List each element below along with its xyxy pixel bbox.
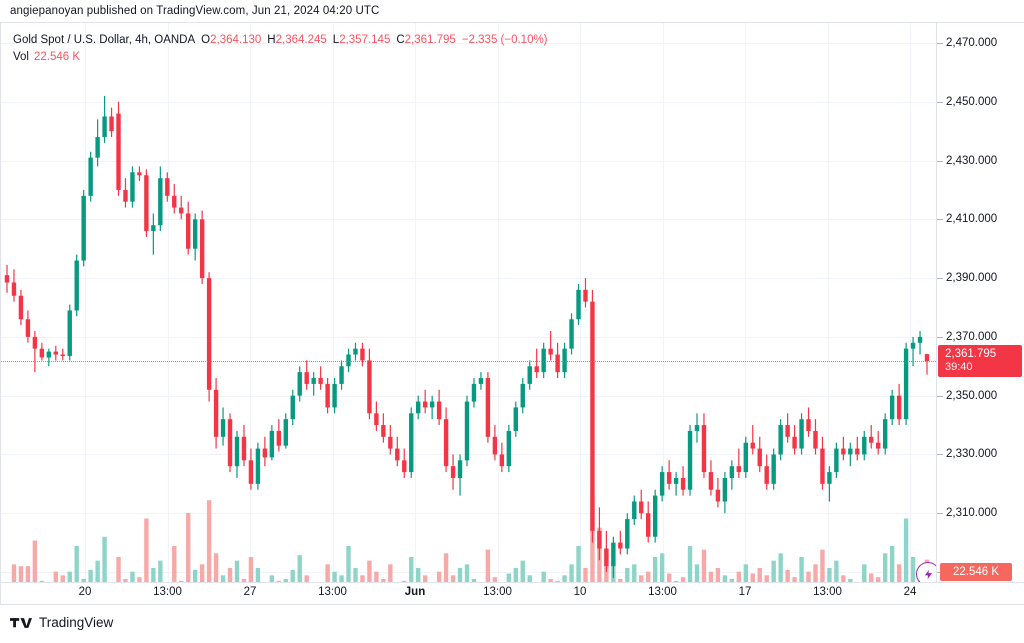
legend-low-key: L [332,34,340,46]
price-axis-label: 2,330.000 [946,448,998,461]
gridline-vertical [250,23,251,582]
time-axis-label: 13:00 [813,586,842,598]
price-axis-label: 2,370.000 [946,330,998,343]
price-scale[interactable]: 2,470.000 2,450.000 2,430.000 2,410.000 2,39… [936,23,1024,582]
gridline-vertical [910,23,911,582]
price-tick-mark [937,161,943,162]
gridline-horizontal [1,161,936,162]
time-axis-label: 13:00 [648,586,677,598]
current-price-value: 2,361.795 [945,348,997,360]
chart-legend: Gold Spot / U.S. Dollar, 4h, OANDA O2,364… [13,33,548,65]
gridline-horizontal [1,278,936,279]
chart-frame: Gold Spot / U.S. Dollar, 4h, OANDA O2,364… [0,22,1024,605]
legend-close-key: C [396,34,405,46]
flash-icon[interactable] [916,562,936,582]
price-tick-mark [937,454,943,455]
time-axis-label: 13:00 [318,586,347,598]
price-axis-label: 2,390.000 [946,272,998,285]
price-tick-mark [937,219,943,220]
time-axis-label: Jun [404,586,426,598]
price-tick-mark [937,43,943,44]
legend-volume-key: Vol [13,51,29,63]
gridline-vertical [333,23,334,582]
time-axis-label: 13:00 [483,586,512,598]
price-axis-label: 2,310.000 [946,507,998,520]
legend-change: −2.335 (−0.10%) [461,34,548,46]
price-axis-label: 2,350.000 [946,389,998,402]
gridline-horizontal [1,43,936,44]
legend-high-value: 2,364.245 [275,34,327,46]
legend-high-key: H [267,34,276,46]
footer-brand-text: TradingView [39,615,114,630]
gridline-horizontal [1,396,936,397]
current-price-badge: 2,361.795 39:40 [938,345,1022,377]
gridline-horizontal [1,513,936,514]
price-tick-mark [937,278,943,279]
legend-symbol: Gold Spot / U.S. Dollar, 4h, OANDA [13,34,196,46]
candlestick-series [4,95,930,582]
legend-close-value: 2,361.795 [404,34,456,46]
time-scale[interactable]: 20 13:00 27 13:00 Jun 13:00 10 13:00 17 13:00 24 [1,582,1024,604]
gridline-horizontal [1,337,936,338]
gridline-vertical [828,23,829,582]
legend-open-key: O [201,34,211,46]
bar-countdown: 39:40 [945,361,973,373]
gridline-vertical [415,23,416,582]
legend-open-value: 2,364.130 [210,34,262,46]
price-tick-mark [937,513,943,514]
price-axis-label: 2,470.000 [946,37,998,49]
volume-badge: 22.546 K [940,563,1012,581]
time-axis-label: 27 [243,586,257,598]
price-tick-mark [937,337,943,338]
gridline-vertical [663,23,664,582]
legend-low-value: 2,357.145 [339,34,391,46]
time-axis-label: 24 [903,586,917,598]
gridline-horizontal [1,102,936,103]
gridline-vertical [498,23,499,582]
gridline-horizontal [1,219,936,220]
time-axis-label: 20 [78,586,92,598]
price-axis-label: 2,450.000 [946,95,998,108]
price-tick-mark [937,102,943,103]
footer-branding: TradingView [10,615,113,630]
chart-plot-area[interactable]: Gold Spot / U.S. Dollar, 4h, OANDA O2,364… [1,23,936,582]
time-axis-label: 13:00 [153,586,182,598]
price-tick-mark [937,396,943,397]
gridline-vertical [168,23,169,582]
time-axis-label: 17 [738,586,752,598]
gridline-vertical [745,23,746,582]
legend-volume-value: 22.546 K [34,51,81,63]
publish-credit: angiepanoyan published on TradingView.co… [10,5,380,17]
price-axis-label: 2,410.000 [946,213,998,226]
time-axis-label: 10 [573,586,587,598]
price-axis-label: 2,430.000 [946,154,998,167]
tradingview-logo [10,617,32,628]
gridline-vertical [85,23,86,582]
current-price-line [1,361,936,362]
